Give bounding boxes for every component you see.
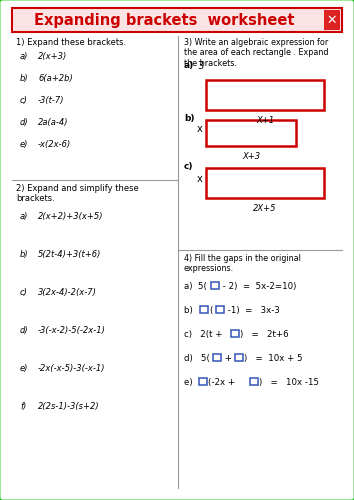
Text: b): b) (184, 306, 195, 315)
Text: -3(t-7): -3(t-7) (38, 96, 64, 105)
Text: 2a(a-4): 2a(a-4) (38, 118, 69, 127)
Text: c): c) (184, 162, 194, 171)
Text: -1)  =   3x-3: -1) = 3x-3 (225, 306, 280, 315)
Text: - 2)  =  5x-2=10): - 2) = 5x-2=10) (220, 282, 296, 291)
Text: 3(2x-4)-2(x-7): 3(2x-4)-2(x-7) (38, 288, 97, 297)
Bar (199, 378, 206, 385)
Text: a): a) (184, 61, 194, 70)
Text: 2(x+2)+3(x+5): 2(x+2)+3(x+5) (38, 212, 103, 221)
Bar (231, 330, 239, 337)
Text: 3) Write an algebraic expression for
the area of each rectangle . Expand
the bra: 3) Write an algebraic expression for the… (184, 38, 329, 68)
Text: 1) Expand these brackets.: 1) Expand these brackets. (16, 38, 126, 47)
Bar (324, 10, 340, 30)
Bar (213, 354, 221, 361)
Text: x: x (197, 174, 203, 184)
Text: a): a) (20, 52, 28, 61)
Text: a): a) (20, 212, 28, 221)
Text: c): c) (20, 96, 28, 105)
Text: 2) Expand and simplify these
brackets.: 2) Expand and simplify these brackets. (16, 184, 139, 204)
Bar (235, 354, 242, 361)
Text: 4) Fill the gaps in the original
expressions.: 4) Fill the gaps in the original express… (184, 254, 301, 274)
Bar (206, 168, 324, 198)
Text: d): d) (20, 118, 29, 127)
Text: 3: 3 (197, 61, 203, 71)
Text: d): d) (20, 326, 29, 335)
Bar (206, 120, 296, 146)
Text: -2x(-x-5)-3(-x-1): -2x(-x-5)-3(-x-1) (38, 364, 105, 373)
Text: Expanding brackets  worksheet: Expanding brackets worksheet (34, 12, 294, 28)
Text: 5(2t-4)+3(t+6): 5(2t-4)+3(t+6) (38, 250, 101, 259)
Text: e): e) (184, 378, 195, 387)
Text: ✕: ✕ (327, 14, 337, 26)
Bar (206, 80, 324, 110)
Text: (-2x +: (-2x + (208, 378, 238, 387)
Text: b): b) (184, 114, 194, 123)
Text: -x(2x-6): -x(2x-6) (38, 140, 71, 149)
Text: c)   2(t +: c) 2(t + (184, 330, 225, 339)
Text: )   =   2t+6: ) = 2t+6 (240, 330, 289, 339)
Text: +: + (222, 354, 235, 363)
Text: 2(x+3): 2(x+3) (38, 52, 67, 61)
Text: )   =   10x -15: ) = 10x -15 (259, 378, 319, 387)
Text: X+1: X+1 (256, 116, 274, 125)
Text: -3(-x-2)-5(-2x-1): -3(-x-2)-5(-2x-1) (38, 326, 106, 335)
Text: d)   5(: d) 5( (184, 354, 210, 363)
Text: (: ( (209, 306, 212, 315)
Bar (211, 282, 218, 289)
Text: 2(2s-1)-3(s+2): 2(2s-1)-3(s+2) (38, 402, 99, 411)
Text: 6(a+2b): 6(a+2b) (38, 74, 73, 83)
Text: X+3: X+3 (242, 152, 260, 161)
Text: x: x (197, 124, 203, 134)
Text: e): e) (20, 140, 28, 149)
Text: f): f) (20, 402, 26, 411)
Text: b): b) (20, 250, 29, 259)
Bar (250, 378, 257, 385)
Text: a)  5(: a) 5( (184, 282, 207, 291)
Bar (200, 306, 207, 313)
Text: )   =  10x + 5: ) = 10x + 5 (244, 354, 303, 363)
Bar (216, 306, 223, 313)
Bar (12, 8, 342, 32)
Text: c): c) (20, 288, 28, 297)
Text: e): e) (20, 364, 28, 373)
Text: 2X+5: 2X+5 (253, 204, 277, 213)
Text: b): b) (20, 74, 29, 83)
